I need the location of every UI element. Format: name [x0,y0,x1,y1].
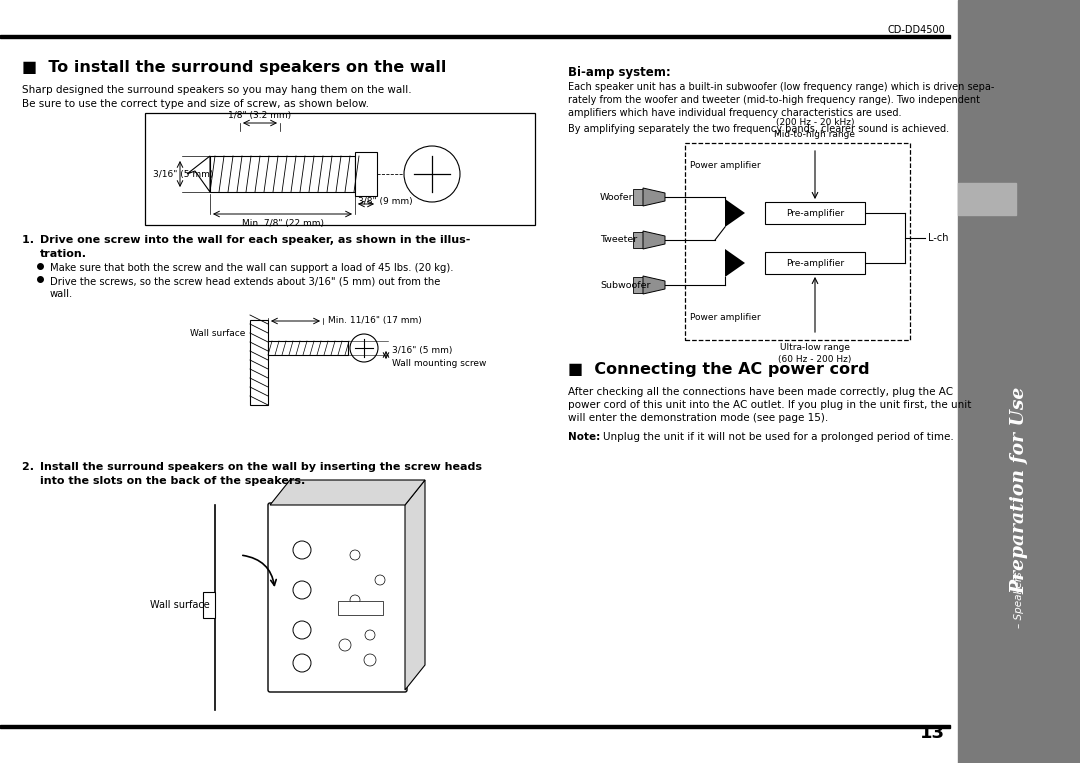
Bar [0,35,950,38]
Circle shape [350,595,360,605]
Text: Pre-amplifier: Pre-amplifier [786,259,845,268]
Text: 2.: 2. [22,462,38,472]
Circle shape [375,575,384,585]
Circle shape [365,630,375,640]
Polygon shape [725,199,745,227]
Bar [685,143,910,340]
Bar [958,0,1080,763]
Text: Each speaker unit has a built-in subwoofer (low frequency range) which is driven: Each speaker unit has a built-in subwoof… [568,82,995,92]
Bar [268,341,348,355]
Text: (200 Hz - 20 kHz): (200 Hz - 20 kHz) [775,118,854,127]
Text: 3/8" (9 mm): 3/8" (9 mm) [357,197,413,206]
Text: Drive one screw into the wall for each speaker, as shown in the illus-
tration.: Drive one screw into the wall for each s… [40,235,471,259]
Text: Wall mounting screw: Wall mounting screw [392,359,486,368]
Text: Unplug the unit if it will not be used for a prolonged period of time.: Unplug the unit if it will not be used f… [603,432,954,442]
Bar [203,592,215,618]
Text: After checking all the connections have been made correctly, plug the AC: After checking all the connections have … [568,387,954,397]
Text: – Speakers –: – Speakers – [1014,562,1024,627]
Bar [249,320,268,405]
Text: rately from the woofer and tweeter (mid-to-high frequency range). Two independen: rately from the woofer and tweeter (mid-… [568,95,980,105]
Bar [633,277,643,293]
Text: Note:: Note: [568,432,600,442]
Text: Drive the screws, so the screw head extends about 3/16" (5 mm) out from the: Drive the screws, so the screw head exte… [50,276,441,286]
Text: Min. 7/8" (22 mm): Min. 7/8" (22 mm) [242,219,324,228]
Polygon shape [405,480,426,690]
Circle shape [339,639,351,651]
Circle shape [404,146,460,202]
Text: Make sure that both the screw and the wall can support a load of 45 lbs. (20 kg): Make sure that both the screw and the wa… [50,263,454,273]
Circle shape [293,541,311,559]
Text: Mid-to-high range: Mid-to-high range [774,130,855,139]
Circle shape [364,654,376,666]
Circle shape [293,581,311,599]
Text: Bi-amp system:: Bi-amp system: [568,66,671,79]
Text: into the slots on the back of the speakers.: into the slots on the back of the speake… [40,476,306,486]
Bar [633,232,643,248]
Text: Pre-amplifier: Pre-amplifier [786,208,845,217]
Circle shape [350,334,378,362]
Circle shape [293,621,311,639]
Bar [355,152,377,196]
Bar [0,725,950,728]
Text: 1/8" (3.2 mm): 1/8" (3.2 mm) [229,111,292,120]
Text: 1.: 1. [22,235,38,245]
Text: Tweeter: Tweeter [600,236,637,244]
Bar [338,601,383,615]
Text: amplifiers which have individual frequency characteristics are used.: amplifiers which have individual frequen… [568,108,902,118]
Bar [765,202,865,224]
Bar [145,113,535,225]
Text: L-ch: L-ch [928,233,948,243]
Text: Power amplifier: Power amplifier [690,313,760,322]
Polygon shape [643,188,665,206]
Polygon shape [643,276,665,294]
Bar [958,183,1016,215]
Text: wall.: wall. [50,289,73,299]
Text: Install the surround speakers on the wall by inserting the screw heads: Install the surround speakers on the wal… [40,462,482,472]
Polygon shape [270,480,426,505]
Circle shape [293,654,311,672]
Text: power cord of this unit into the AC outlet. If you plug in the unit first, the u: power cord of this unit into the AC outl… [568,400,971,410]
Text: Subwoofer: Subwoofer [600,281,650,289]
Text: CD-DD4500: CD-DD4500 [888,25,945,35]
Bar [765,252,865,274]
Text: Wall surface: Wall surface [150,600,210,610]
Text: ■  To install the surround speakers on the wall: ■ To install the surround speakers on th… [22,60,446,75]
Text: will enter the demonstration mode (see page 15).: will enter the demonstration mode (see p… [568,413,828,423]
Text: 3/16" (5 mm): 3/16" (5 mm) [392,346,453,356]
Bar [633,189,643,205]
Bar [210,156,355,192]
FancyBboxPatch shape [268,503,407,692]
Text: 3/16" (5 mm): 3/16" (5 mm) [153,169,214,179]
Text: ■  Connecting the AC power cord: ■ Connecting the AC power cord [568,362,869,377]
Text: Wall surface: Wall surface [190,329,245,337]
Text: Be sure to use the correct type and size of screw, as shown below.: Be sure to use the correct type and size… [22,99,369,109]
Polygon shape [187,156,210,192]
Circle shape [350,550,360,560]
Text: Min. 11/16" (17 mm): Min. 11/16" (17 mm) [328,317,422,326]
Text: 13: 13 [920,724,945,742]
Text: Preparation for Use: Preparation for Use [1010,386,1028,594]
Polygon shape [725,249,745,277]
Text: (60 Hz - 200 Hz): (60 Hz - 200 Hz) [779,355,852,364]
Polygon shape [643,231,665,249]
Text: Sharp designed the surround speakers so you may hang them on the wall.: Sharp designed the surround speakers so … [22,85,411,95]
Text: Ultra-low range: Ultra-low range [780,343,850,352]
Text: Woofer: Woofer [600,192,634,201]
Text: Power amplifier: Power amplifier [690,161,760,170]
Text: By amplifying separately the two frequency bands, clearer sound is achieved.: By amplifying separately the two frequen… [568,124,949,134]
